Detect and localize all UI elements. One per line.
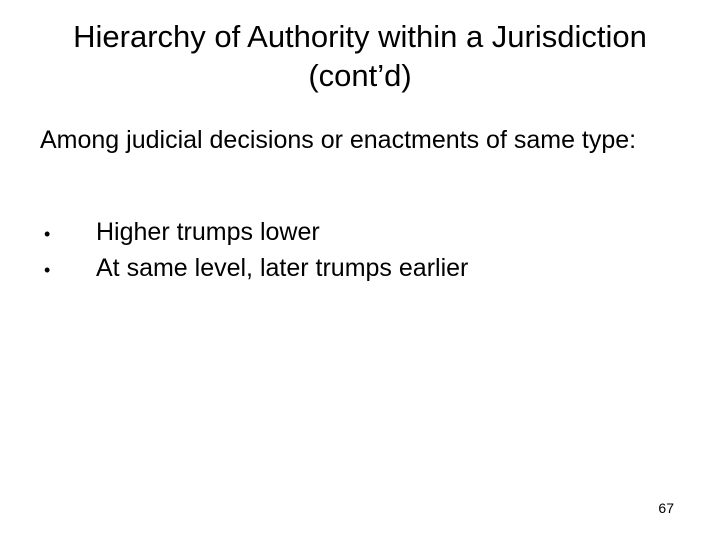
bullet-icon: •: [40, 257, 96, 283]
bullet-list: • Higher trumps lower • At same level, l…: [40, 214, 680, 287]
bullet-text: At same level, later trumps earlier: [96, 250, 468, 286]
slide-container: Hierarchy of Authority within a Jurisdic…: [0, 0, 720, 540]
page-number: 67: [658, 500, 674, 516]
bullet-text: Higher trumps lower: [96, 214, 320, 250]
bullet-icon: •: [40, 221, 96, 247]
list-item: • At same level, later trumps earlier: [40, 250, 680, 286]
slide-title: Hierarchy of Authority within a Jurisdic…: [40, 18, 680, 96]
list-item: • Higher trumps lower: [40, 214, 680, 250]
intro-text: Among judicial decisions or enactments o…: [40, 124, 680, 157]
